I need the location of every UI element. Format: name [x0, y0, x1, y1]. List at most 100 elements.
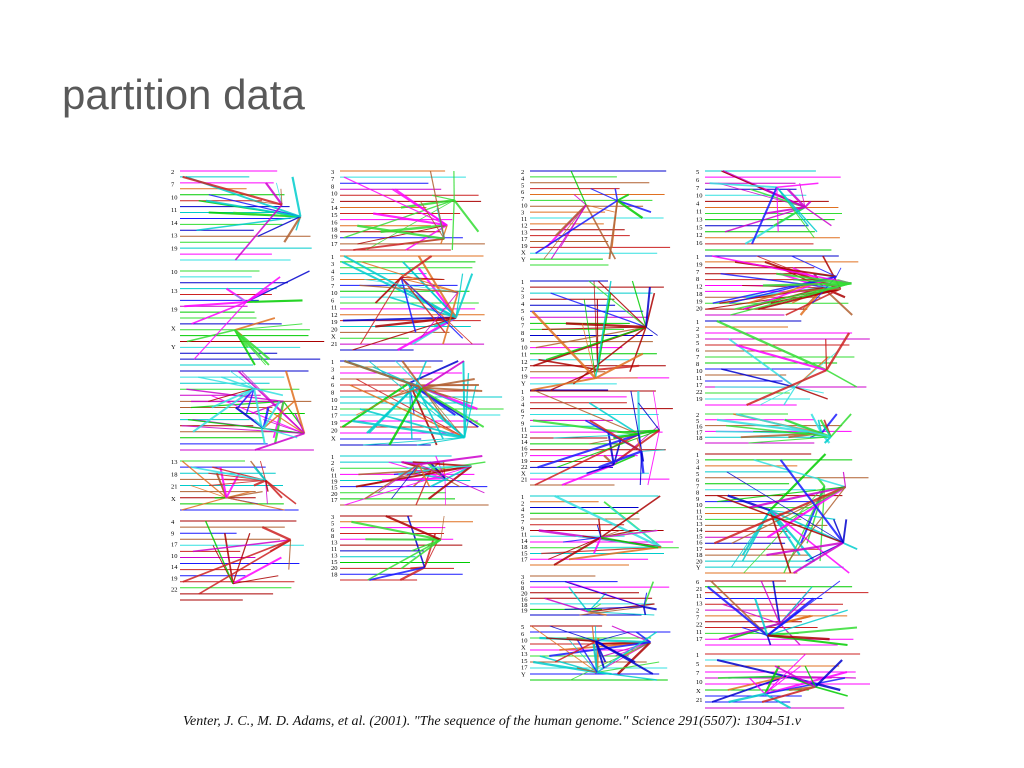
- connection-line: [245, 276, 281, 303]
- connection-line: [815, 686, 848, 697]
- connection-line: [562, 536, 601, 543]
- chromosome-label: 7: [521, 519, 525, 526]
- chromosome-label: 13: [171, 233, 178, 240]
- connection-line: [408, 382, 438, 446]
- connection-line: [615, 429, 661, 463]
- connection-line: [735, 413, 832, 438]
- connection-line: [787, 486, 846, 562]
- connection-line: [262, 400, 281, 429]
- connection-line: [825, 332, 851, 371]
- chromosome-label: X: [331, 334, 336, 341]
- chromosome-label: 9: [521, 337, 524, 344]
- chromosome-label: 13: [696, 521, 703, 528]
- chromosome-label: 12: [521, 359, 528, 366]
- connection-line: [208, 194, 301, 218]
- chromosome-label: 15: [331, 559, 338, 566]
- chromosome-label: 4: [331, 374, 335, 381]
- connection-line: [709, 182, 777, 189]
- chromosome-label: 3: [331, 261, 334, 268]
- connection-line: [589, 419, 643, 453]
- connection-line: [652, 390, 660, 431]
- chromosome-label: 12: [521, 433, 528, 440]
- chromosome-label: 22: [696, 389, 703, 396]
- connection-line: [631, 280, 647, 328]
- connection-line: [234, 294, 247, 303]
- connection-line: [741, 627, 768, 636]
- connection-line: [409, 360, 459, 384]
- connection-line: [193, 301, 247, 360]
- chromosome-label: 1: [331, 454, 334, 461]
- chromosome-label: 1: [696, 452, 699, 459]
- connection-line: [359, 277, 402, 345]
- connection-line: [401, 360, 423, 389]
- connection-line: [804, 206, 832, 227]
- connection-line: [766, 485, 847, 539]
- connection-line: [401, 276, 445, 280]
- chromosome-label: 11: [521, 352, 527, 359]
- chromosome-label: 8: [696, 276, 699, 283]
- connection-line: [645, 326, 658, 336]
- connection-line: [594, 280, 612, 379]
- chromosome-label: 7: [696, 185, 700, 192]
- connection-line: [825, 338, 828, 371]
- connection-line: [535, 390, 640, 435]
- chromosome-label: 19: [171, 575, 178, 582]
- partition-panel: 4 9 17 10 14 19 22: [171, 519, 304, 601]
- connection-line: [546, 637, 596, 642]
- connection-line: [263, 427, 298, 439]
- connection-line: [366, 199, 455, 251]
- connection-line: [343, 176, 448, 226]
- chromosome-label: 2: [696, 607, 699, 614]
- connection-line: [197, 376, 255, 390]
- connection-line: [233, 211, 301, 218]
- connection-line: [261, 526, 292, 541]
- connection-line: [550, 292, 647, 328]
- connection-line: [545, 326, 647, 361]
- connection-line: [765, 206, 806, 215]
- connection-line: [616, 199, 644, 219]
- chromosome-label: 13: [331, 540, 338, 547]
- chromosome-label: 16: [521, 596, 528, 603]
- connection-line: [555, 204, 587, 237]
- chromosome-label: 13: [171, 459, 178, 466]
- connection-line: [833, 519, 844, 543]
- connection-line: [405, 224, 448, 251]
- chromosome-label: 12: [331, 312, 338, 319]
- connection-line: [564, 606, 644, 610]
- connection-line: [221, 376, 255, 390]
- connection-line: [455, 273, 464, 318]
- chromosome-label: 6: [331, 382, 335, 389]
- chromosome-label: 19: [696, 298, 703, 305]
- chromosome-label: 19: [171, 245, 178, 252]
- chromosome-label: 7: [331, 176, 335, 183]
- connection-line: [718, 622, 781, 641]
- connection-line: [421, 387, 461, 434]
- connection-line: [273, 401, 285, 445]
- chromosome-label: 10: [331, 397, 338, 404]
- connection-line: [799, 183, 806, 208]
- chromosome-label: 19: [521, 243, 528, 250]
- chromosome-label: 2: [696, 326, 699, 333]
- connection-line: [253, 388, 266, 445]
- connection-line: [367, 539, 442, 581]
- chromosome-label: 15: [696, 224, 703, 231]
- connection-line: [234, 204, 283, 261]
- connection-line: [554, 640, 597, 663]
- connection-line: [253, 466, 267, 482]
- connection-line: [581, 323, 596, 379]
- chromosome-label: 11: [696, 629, 702, 636]
- connection-line: [186, 329, 236, 343]
- connection-line: [400, 255, 433, 279]
- connection-line: [764, 692, 792, 709]
- chromosome-label: 9: [521, 525, 524, 532]
- connection-line: [385, 514, 442, 541]
- chromosome-label: 20: [331, 428, 338, 435]
- chromosome-label: 2: [521, 500, 524, 507]
- connection-line: [788, 486, 846, 520]
- connection-line: [400, 198, 455, 209]
- connection-line: [748, 485, 846, 509]
- connection-line: [746, 369, 827, 406]
